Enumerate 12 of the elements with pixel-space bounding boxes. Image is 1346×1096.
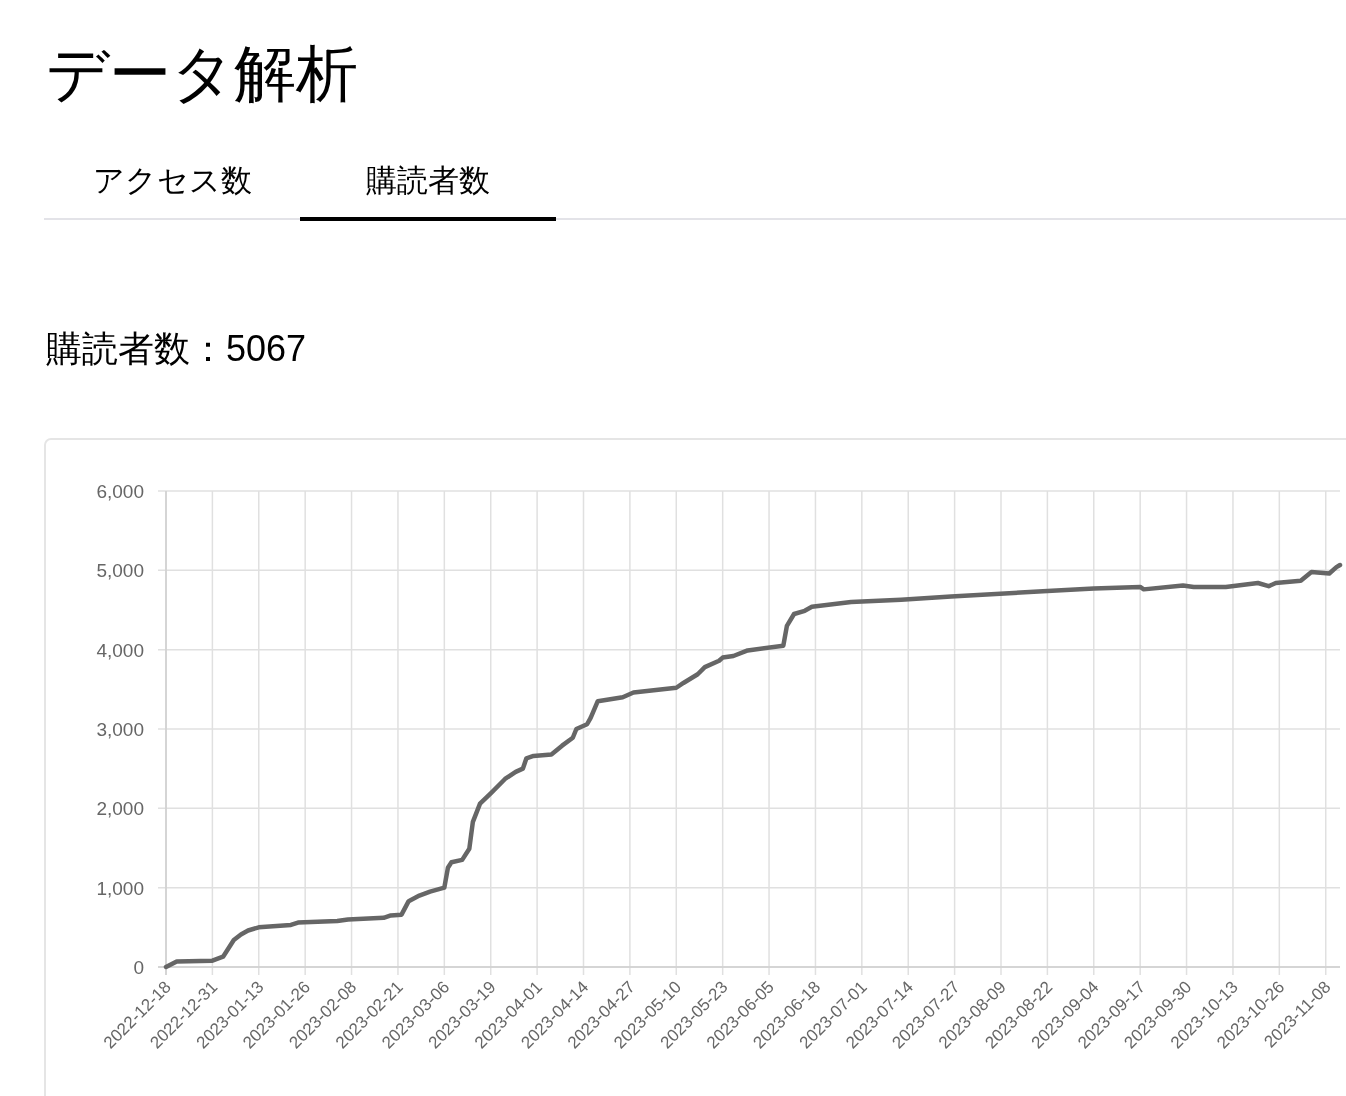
text: アクセス数: [92, 163, 252, 198]
chart-title: データ解析: [46, 39, 358, 108]
line-series: [163, 562, 1343, 970]
y-tick-label: 0: [133, 957, 144, 978]
chart-subtitle: 購読者数：5067: [46, 328, 307, 369]
text: 購読者数: [366, 163, 490, 198]
y-tick-label: 5,000: [96, 560, 144, 582]
y-tick-label: 6,000: [96, 481, 144, 502]
y-tick-label: 1,000: [96, 877, 144, 899]
y-tick-label: 2,000: [96, 798, 144, 820]
y-tick-label: 3,000: [96, 719, 144, 740]
y-tick-label: 4,000: [96, 639, 144, 661]
